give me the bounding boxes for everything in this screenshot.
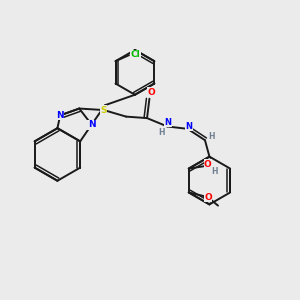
Text: O: O [204, 193, 212, 202]
Text: N: N [56, 111, 64, 120]
Text: H: H [208, 132, 215, 141]
Text: O: O [147, 88, 155, 97]
Text: Cl: Cl [131, 50, 140, 59]
Text: N: N [88, 120, 95, 129]
Text: H: H [159, 128, 165, 137]
Text: O: O [204, 160, 212, 169]
Text: N: N [164, 118, 171, 127]
Text: H: H [212, 167, 218, 176]
Text: N: N [185, 122, 192, 131]
Text: S: S [100, 106, 107, 115]
